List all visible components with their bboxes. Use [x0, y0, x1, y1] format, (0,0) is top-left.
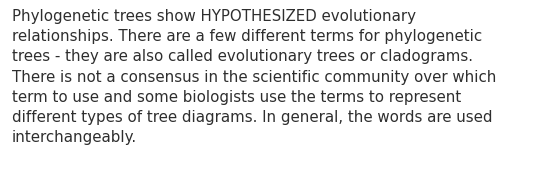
- Text: Phylogenetic trees show HYPOTHESIZED evolutionary
relationships. There are a few: Phylogenetic trees show HYPOTHESIZED evo…: [12, 9, 497, 145]
